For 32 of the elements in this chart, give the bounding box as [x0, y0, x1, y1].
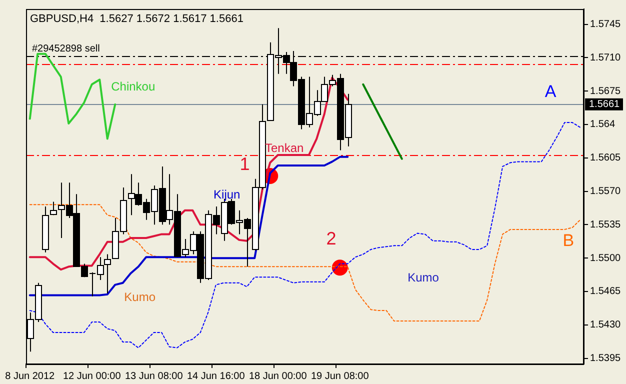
y-tick-label: 1.564 [590, 119, 616, 130]
annotation: 2 [326, 228, 336, 249]
x-tick-label: 14 Jun 16:00 [186, 370, 246, 382]
y-tick-label: 1.5745 [590, 19, 622, 30]
y-tick-label: 1.5675 [590, 86, 622, 97]
chart-title: GBPUSD,H4 1.5627 1.5672 1.5617 1.5661 [30, 13, 244, 26]
y-tick-label: 1.5605 [590, 152, 622, 164]
y-tick-label: 1.5570 [590, 186, 622, 198]
x-tick-label: 13 Jun 08:00 [124, 370, 184, 382]
ref-line-label: 1.5661 [589, 99, 620, 110]
x-tick-label: 12 Jun 00:00 [62, 370, 122, 382]
x-tick-label: 8 Jun 2012 [5, 370, 56, 382]
line-series [29, 122, 581, 348]
series-label: A [544, 82, 557, 102]
annotation: Kumo [124, 290, 156, 304]
y-tick-label: 1.5430 [590, 320, 622, 331]
y-tick-label: 1.5465 [590, 286, 622, 298]
y-tick-label: 1.5535 [590, 219, 622, 230]
y-tick-label: 1.5710 [590, 52, 622, 64]
candlestick [42, 206, 49, 253]
annotation: 1 [240, 154, 250, 174]
series-label: B [562, 230, 574, 250]
text: Kijun [214, 188, 240, 202]
y-tick-label: 1.5500 [590, 252, 622, 264]
y-tick-label: 1.5395 [590, 353, 622, 364]
series-label: Chinkou [111, 79, 156, 94]
line-series [29, 204, 581, 322]
x-tick-label: 18 Jun 00:00 [248, 370, 308, 382]
ref-line-label: #29452898 sell [32, 44, 100, 55]
annotation: Kumo [408, 270, 440, 284]
x-tick-label: 19 Jun 08:00 [310, 370, 370, 382]
candlestick [104, 254, 111, 294]
